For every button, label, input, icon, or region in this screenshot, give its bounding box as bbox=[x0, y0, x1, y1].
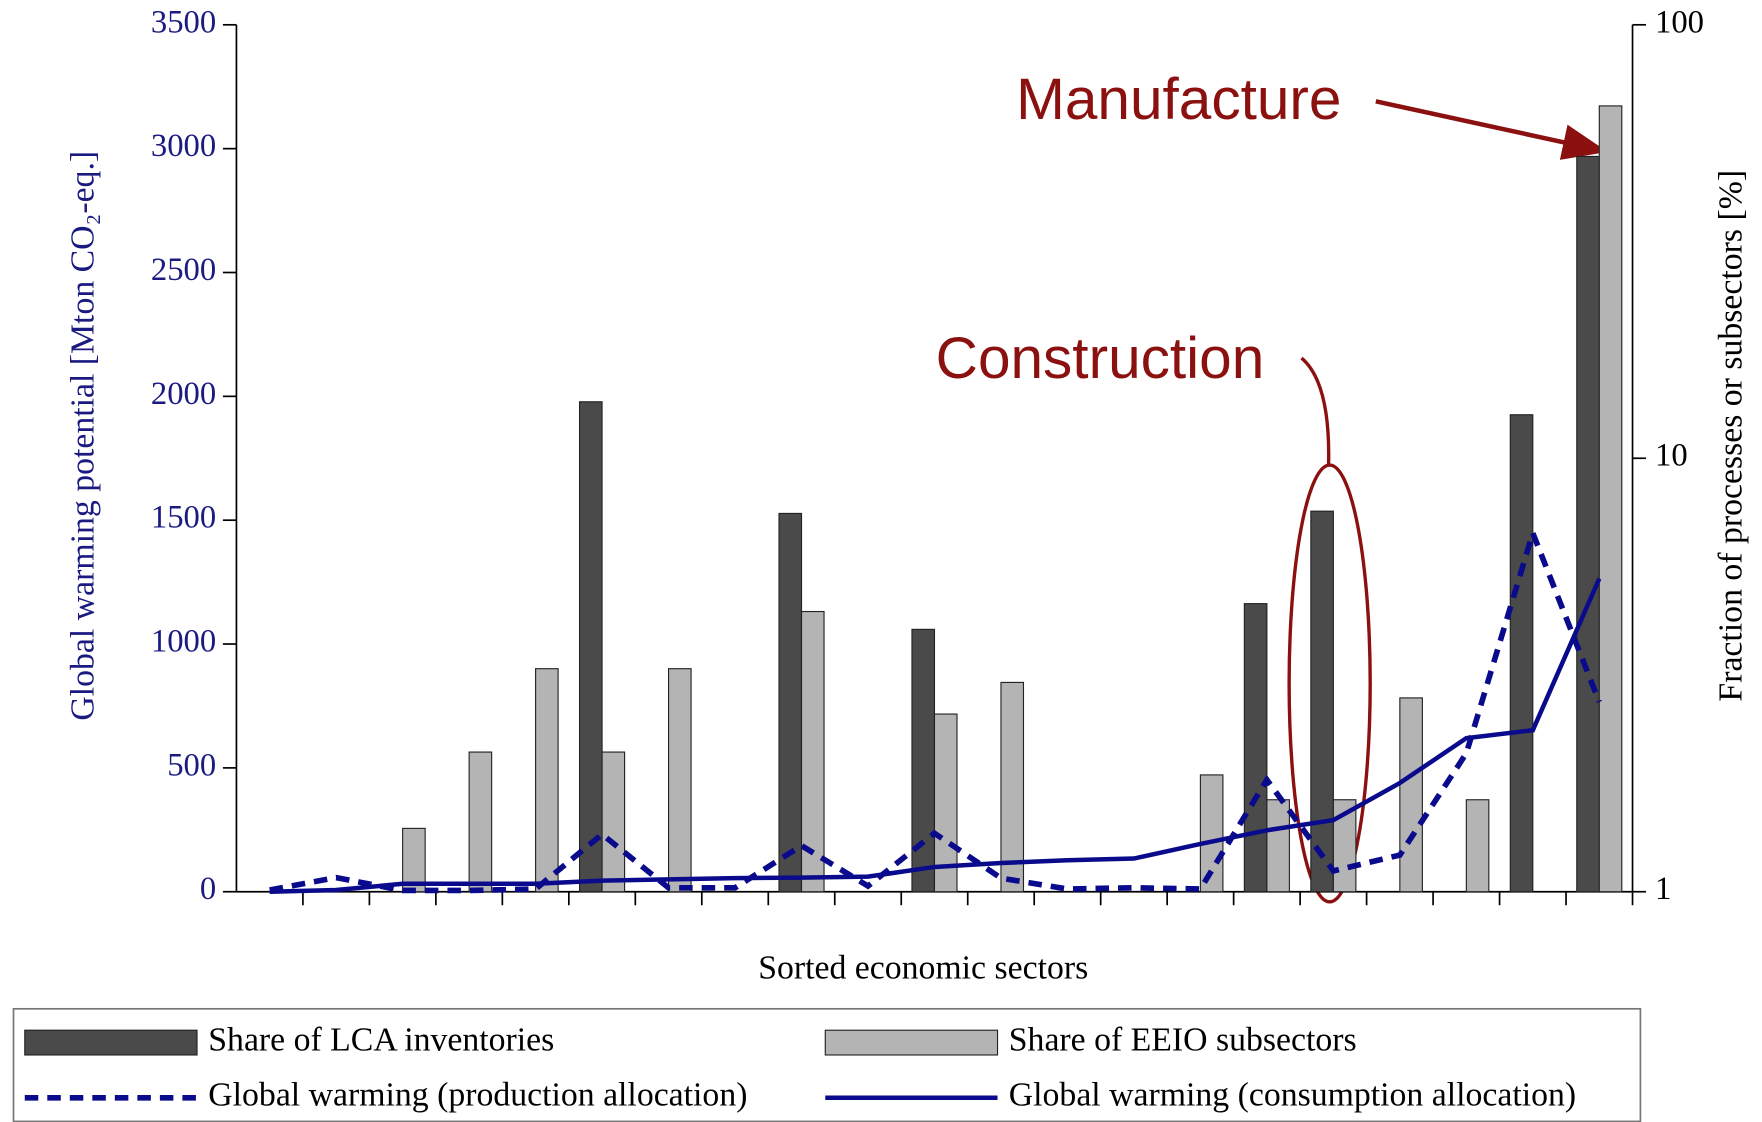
bar bbox=[1509, 414, 1534, 893]
line bbox=[269, 524, 1602, 894]
bar bbox=[1465, 799, 1490, 893]
y-tick-label: 3500 bbox=[151, 4, 216, 40]
y2-axis-label: Fraction of processes or subsectors [%] bbox=[1713, 170, 1750, 702]
y-tick-label: 500 bbox=[167, 747, 216, 783]
annotation: Construction bbox=[936, 326, 1265, 391]
bar bbox=[667, 668, 692, 893]
y-tick-label: 3000 bbox=[151, 128, 216, 164]
bar bbox=[1399, 697, 1423, 893]
legend-label: Global warming (production allocation) bbox=[208, 1077, 747, 1114]
legend-label: Global warming (consumption allocation) bbox=[1009, 1077, 1576, 1114]
bar bbox=[535, 668, 559, 893]
legend-swatch bbox=[824, 1029, 999, 1056]
y-tick-label: 1000 bbox=[151, 624, 216, 660]
line bbox=[269, 577, 1602, 894]
annotation-ellipse bbox=[1287, 463, 1372, 904]
y-tick-label: 0 bbox=[200, 871, 216, 907]
legend-label: Share of EEIO subsectors bbox=[1009, 1021, 1357, 1058]
bar bbox=[911, 628, 936, 893]
bar bbox=[578, 401, 603, 893]
bar bbox=[800, 610, 825, 893]
y-tick-label: 2500 bbox=[151, 252, 216, 288]
bar bbox=[778, 512, 803, 893]
bar bbox=[601, 751, 626, 893]
y2-tick-label: 10 bbox=[1655, 438, 1688, 474]
bar bbox=[1000, 681, 1025, 893]
legend-label: Share of LCA inventories bbox=[208, 1021, 554, 1058]
bar bbox=[1266, 799, 1290, 893]
annotation-arrow bbox=[1375, 99, 1608, 160]
bar bbox=[1576, 155, 1600, 893]
y2-tick-label: 1 bbox=[1655, 871, 1671, 907]
bar bbox=[468, 751, 493, 893]
legend-box bbox=[12, 1007, 1642, 1122]
y2-tick-label: 100 bbox=[1655, 4, 1704, 40]
bar bbox=[1243, 603, 1268, 893]
annotation-connector bbox=[1300, 356, 1331, 467]
y-tick-label: 2000 bbox=[151, 376, 216, 412]
x-axis-label: Sorted economic sectors bbox=[758, 949, 1088, 986]
bar bbox=[1598, 105, 1623, 893]
legend-swatch bbox=[24, 1029, 198, 1056]
y-tick-label: 1500 bbox=[151, 500, 216, 536]
annotation: Manufacture bbox=[1016, 67, 1341, 132]
y-axis-label: Global warming potential [Mton CO₂-eq.] bbox=[64, 151, 101, 721]
bar bbox=[1310, 510, 1334, 893]
